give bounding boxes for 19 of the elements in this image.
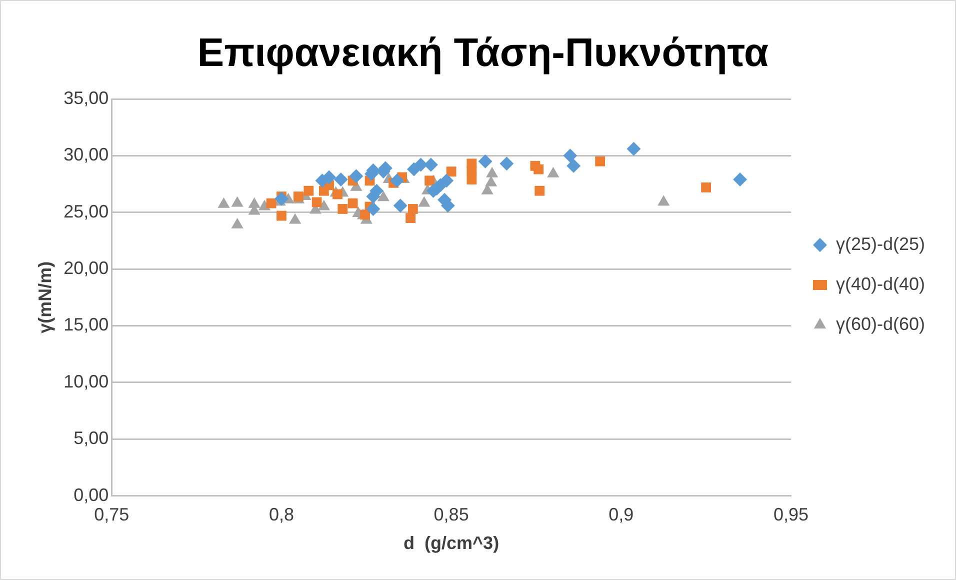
y-tick-label: 25,00 <box>64 201 109 222</box>
chart-title: Επιφανειακή Τάση-Πυκνότητα <box>197 31 770 76</box>
y-tick-label: 30,00 <box>64 144 109 165</box>
x-tick-label: 0,75 <box>94 504 130 525</box>
y-tick-label: 10,00 <box>64 371 109 392</box>
legend-label: γ(40)-d(40) <box>836 274 926 294</box>
y-tick-label: 35,00 <box>64 88 109 108</box>
x-tick-label: 0,9 <box>608 504 634 525</box>
y-tick-label: 5,00 <box>74 428 109 448</box>
y-tick-label: 0,00 <box>74 484 109 505</box>
x-tick-label: 0,85 <box>434 504 469 525</box>
y-axis-title: γ(mN/m) <box>34 261 55 334</box>
x-tick-label: 0,8 <box>268 504 294 525</box>
x-axis-title: d (g/cm^3) <box>404 533 500 554</box>
legend-label: γ(25)-d(25) <box>836 234 926 254</box>
x-tick-label: 0,95 <box>773 504 808 525</box>
y-tick-label: 15,00 <box>64 314 109 335</box>
y-tick-label: 20,00 <box>64 258 109 278</box>
legend-label: γ(60)-d(60) <box>836 314 926 334</box>
